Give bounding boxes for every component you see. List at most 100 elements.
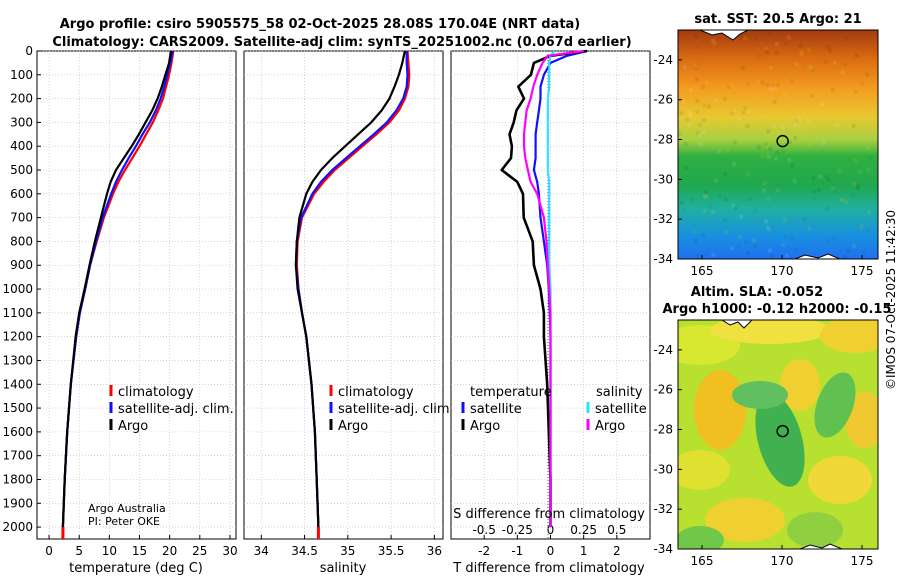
sst-pixel: [774, 156, 779, 161]
difference-t-label: T difference from climatology: [452, 561, 645, 576]
series-line-argo: [61, 50, 172, 528]
argo-position-marker: [776, 134, 789, 148]
sst-pixel: [746, 250, 750, 255]
sst-pixel: [848, 123, 852, 128]
sst-pixel: [853, 158, 858, 163]
sst-pixel: [764, 154, 769, 159]
map-y-tick-label: -24: [653, 53, 673, 67]
sst-pixel: [809, 93, 814, 98]
sst-pixel: [825, 238, 830, 243]
sst-pixel: [748, 197, 752, 202]
sst-pixel: [729, 83, 734, 88]
sst-pixel: [832, 236, 837, 241]
legend-temperature-header: temperature: [470, 385, 552, 400]
sst-pixel: [681, 100, 686, 104]
sst-pixel: [787, 158, 792, 163]
sst-pixel: [739, 34, 744, 39]
sst-pixel: [839, 198, 844, 202]
sst-pixel: [714, 178, 718, 183]
sst-pixel: [732, 109, 737, 114]
y-tick-label: 1600: [2, 425, 33, 439]
sst-pixel: [769, 86, 774, 91]
salinity-panel: 34 34.5 35 35.5 36 salinity climatology sate…: [243, 50, 454, 576]
y-tick-label: 400: [10, 139, 33, 153]
sst-pixel: [783, 234, 788, 239]
sst-pixel: [790, 163, 795, 168]
sst-pixel: [764, 219, 768, 224]
y-tick-label: 1400: [2, 377, 33, 391]
sst-pixel: [681, 207, 686, 212]
sst-pixel: [865, 103, 870, 108]
y-tick-label: 1900: [2, 496, 33, 510]
sst-pixel: [678, 131, 682, 136]
sst-pixel: [730, 111, 735, 116]
sst-pixel: [752, 238, 756, 243]
sst-pixel: [851, 193, 855, 198]
sst-pixel: [714, 98, 719, 103]
sst-pixel: [766, 129, 771, 134]
sst-pixel: [854, 53, 859, 58]
sst-pixel: [781, 243, 786, 248]
sst-pixel: [687, 123, 692, 128]
sst-pixel: [797, 116, 802, 121]
sst-pixel: [745, 172, 750, 177]
sst-pixel: [769, 253, 774, 258]
sst-pixel: [783, 217, 788, 222]
difference-s-ticks: -0.5 -0.25 0 0.25 0.5: [472, 523, 626, 537]
sst-pixel: [754, 37, 759, 42]
difference-legend: temperature satellite Argo salinity sate…: [461, 385, 647, 434]
map-y-tick-label: -28: [653, 133, 673, 147]
sst-pixel: [764, 144, 769, 149]
sst-pixel: [866, 146, 871, 151]
sst-pixel: [703, 190, 708, 195]
sst-pixel: [712, 41, 717, 46]
x-tick-label: -2: [478, 544, 490, 558]
sst-pixel: [809, 65, 814, 70]
sst-pixel: [785, 104, 790, 109]
sst-pixel: [840, 70, 845, 75]
sst-pixel: [725, 148, 730, 152]
sla-blob: [710, 320, 830, 344]
sst-pixel: [755, 94, 760, 99]
sst-pixel: [701, 233, 706, 238]
sla-blob: [732, 381, 788, 409]
sst-pixel: [695, 131, 700, 136]
sst-map-frame: [677, 29, 879, 260]
sst-pixel: [798, 127, 803, 132]
sst-pixel: [810, 68, 815, 73]
sst-pixel: [862, 249, 867, 254]
series-line-argo: [294, 50, 406, 528]
sst-pixel: [798, 44, 803, 49]
sst-pixel: [767, 227, 772, 232]
difference-lines: [500, 49, 588, 528]
x-tick-label: 2: [613, 544, 621, 558]
sst-pixel: [741, 110, 746, 115]
sst-pixel: [698, 123, 702, 128]
sst-pixel: [700, 85, 705, 90]
y-tick-label: 1500: [2, 401, 33, 415]
sst-pixel: [694, 34, 698, 39]
map-x-tick-label: 170: [771, 554, 794, 568]
salinity-x-ticks: 34 34.5 35 35.5 36: [254, 535, 442, 558]
y-tick-label: 900: [10, 258, 33, 272]
sst-pixel: [766, 50, 771, 55]
sst-pixel: [796, 120, 801, 125]
sst-pixel: [811, 176, 816, 181]
sst-pixel: [867, 210, 872, 215]
sst-pixel: [756, 145, 761, 150]
sst-pixel: [752, 243, 757, 248]
map-x-tick-label: 170: [771, 264, 794, 278]
sst-pixel: [688, 113, 693, 118]
sst-pixel: [740, 66, 745, 70]
sst-pixel: [846, 248, 851, 253]
sst-pixel: [855, 183, 860, 188]
map-y-tick-label: -32: [653, 212, 673, 226]
sst-pixel: [792, 129, 797, 134]
map-y-tick-label: -26: [653, 93, 673, 107]
sst-pixel: [730, 246, 735, 251]
sst-pixel: [868, 155, 873, 160]
sst-pixel: [711, 38, 716, 43]
legend-satellite: satellite-adj. clim.: [338, 402, 454, 417]
sla-map-frame: [677, 319, 879, 550]
